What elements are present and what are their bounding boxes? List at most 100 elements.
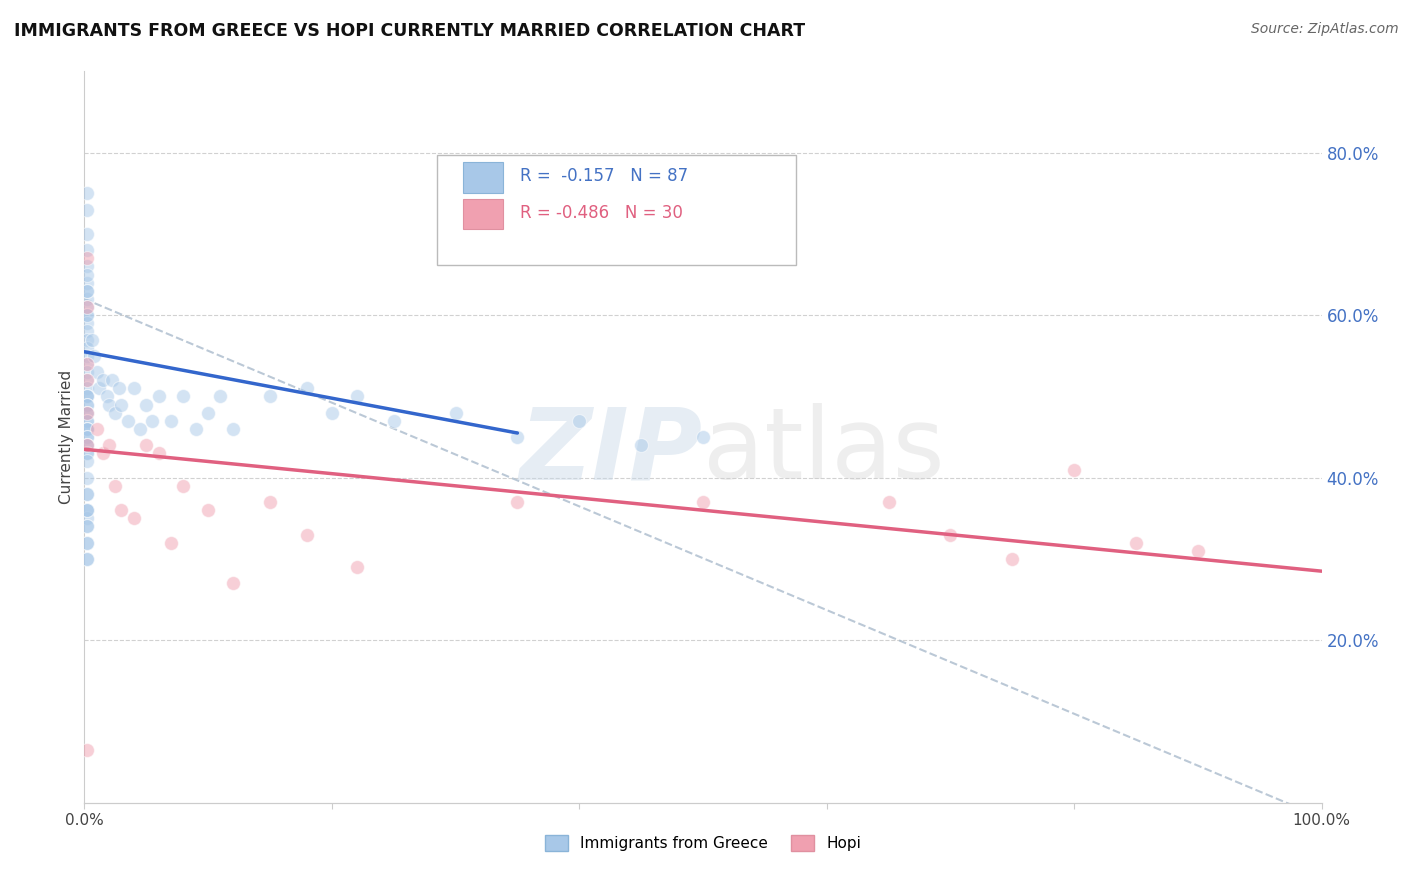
Point xyxy=(91,446,114,460)
Point xyxy=(506,495,529,509)
Point xyxy=(76,389,98,403)
Point xyxy=(76,325,98,339)
Point xyxy=(76,503,98,517)
Point xyxy=(197,406,219,420)
Point xyxy=(86,365,108,379)
Point xyxy=(76,519,98,533)
Point xyxy=(295,381,318,395)
Point xyxy=(76,268,98,282)
Point xyxy=(76,252,98,266)
Point xyxy=(86,422,108,436)
FancyBboxPatch shape xyxy=(437,155,796,265)
Point xyxy=(98,398,121,412)
Point xyxy=(76,243,98,257)
Point xyxy=(1063,462,1085,476)
Point xyxy=(76,292,98,306)
Point xyxy=(98,438,121,452)
Y-axis label: Currently Married: Currently Married xyxy=(59,370,75,504)
Point xyxy=(76,357,98,371)
Point xyxy=(76,300,98,314)
Point xyxy=(76,308,98,322)
Point xyxy=(76,260,98,274)
Point xyxy=(222,422,245,436)
Point xyxy=(129,422,152,436)
Point xyxy=(160,414,183,428)
Point xyxy=(76,519,98,533)
Point xyxy=(222,576,245,591)
Point xyxy=(76,284,98,298)
Point xyxy=(76,438,98,452)
Point xyxy=(184,422,207,436)
Point xyxy=(76,202,98,217)
Point xyxy=(295,527,318,541)
Text: IMMIGRANTS FROM GREECE VS HOPI CURRENTLY MARRIED CORRELATION CHART: IMMIGRANTS FROM GREECE VS HOPI CURRENTLY… xyxy=(14,22,806,40)
Text: atlas: atlas xyxy=(703,403,945,500)
Point xyxy=(76,227,98,241)
Point xyxy=(346,560,368,574)
Point xyxy=(108,381,131,395)
Point xyxy=(76,446,98,460)
Point xyxy=(76,422,98,436)
Point xyxy=(76,349,98,363)
Point xyxy=(76,398,98,412)
Point xyxy=(76,503,98,517)
Point xyxy=(122,511,145,525)
Point xyxy=(76,276,98,290)
Point xyxy=(160,535,183,549)
Point xyxy=(76,398,98,412)
Point xyxy=(76,430,98,444)
Point xyxy=(259,389,281,403)
Point xyxy=(76,357,98,371)
Point xyxy=(91,373,114,387)
Point xyxy=(110,503,132,517)
Point xyxy=(1001,552,1024,566)
Point xyxy=(259,495,281,509)
Point xyxy=(76,511,98,525)
Point xyxy=(76,552,98,566)
Point xyxy=(117,414,139,428)
Point xyxy=(209,389,232,403)
Point xyxy=(122,381,145,395)
Point xyxy=(76,389,98,403)
Point xyxy=(76,446,98,460)
Text: R =  -0.157   N = 87: R = -0.157 N = 87 xyxy=(520,167,688,185)
Point xyxy=(76,284,98,298)
Point xyxy=(110,398,132,412)
Point xyxy=(76,438,98,452)
Point xyxy=(76,487,98,501)
Point xyxy=(76,406,98,420)
Point xyxy=(630,438,652,452)
Point xyxy=(76,308,98,322)
Point xyxy=(104,479,127,493)
Point xyxy=(76,316,98,330)
Point xyxy=(76,471,98,485)
Point xyxy=(568,414,591,428)
Point xyxy=(100,373,122,387)
Point xyxy=(346,389,368,403)
Point xyxy=(76,186,98,201)
Point xyxy=(172,389,194,403)
FancyBboxPatch shape xyxy=(463,199,502,229)
Point xyxy=(76,406,98,420)
Point xyxy=(1187,544,1209,558)
Point xyxy=(76,414,98,428)
Text: Source: ZipAtlas.com: Source: ZipAtlas.com xyxy=(1251,22,1399,37)
Point xyxy=(76,381,98,395)
Text: R = -0.486   N = 30: R = -0.486 N = 30 xyxy=(520,203,683,221)
Point xyxy=(135,398,157,412)
Point xyxy=(104,406,127,420)
Point xyxy=(76,487,98,501)
Point xyxy=(172,479,194,493)
Point xyxy=(382,414,405,428)
Point xyxy=(76,341,98,355)
Text: ZIP: ZIP xyxy=(520,403,703,500)
Point xyxy=(148,389,170,403)
Point xyxy=(148,446,170,460)
Point xyxy=(506,430,529,444)
Point xyxy=(321,406,343,420)
Point xyxy=(76,503,98,517)
Point xyxy=(692,495,714,509)
Point xyxy=(76,373,98,387)
FancyBboxPatch shape xyxy=(463,162,502,193)
Point xyxy=(939,527,962,541)
